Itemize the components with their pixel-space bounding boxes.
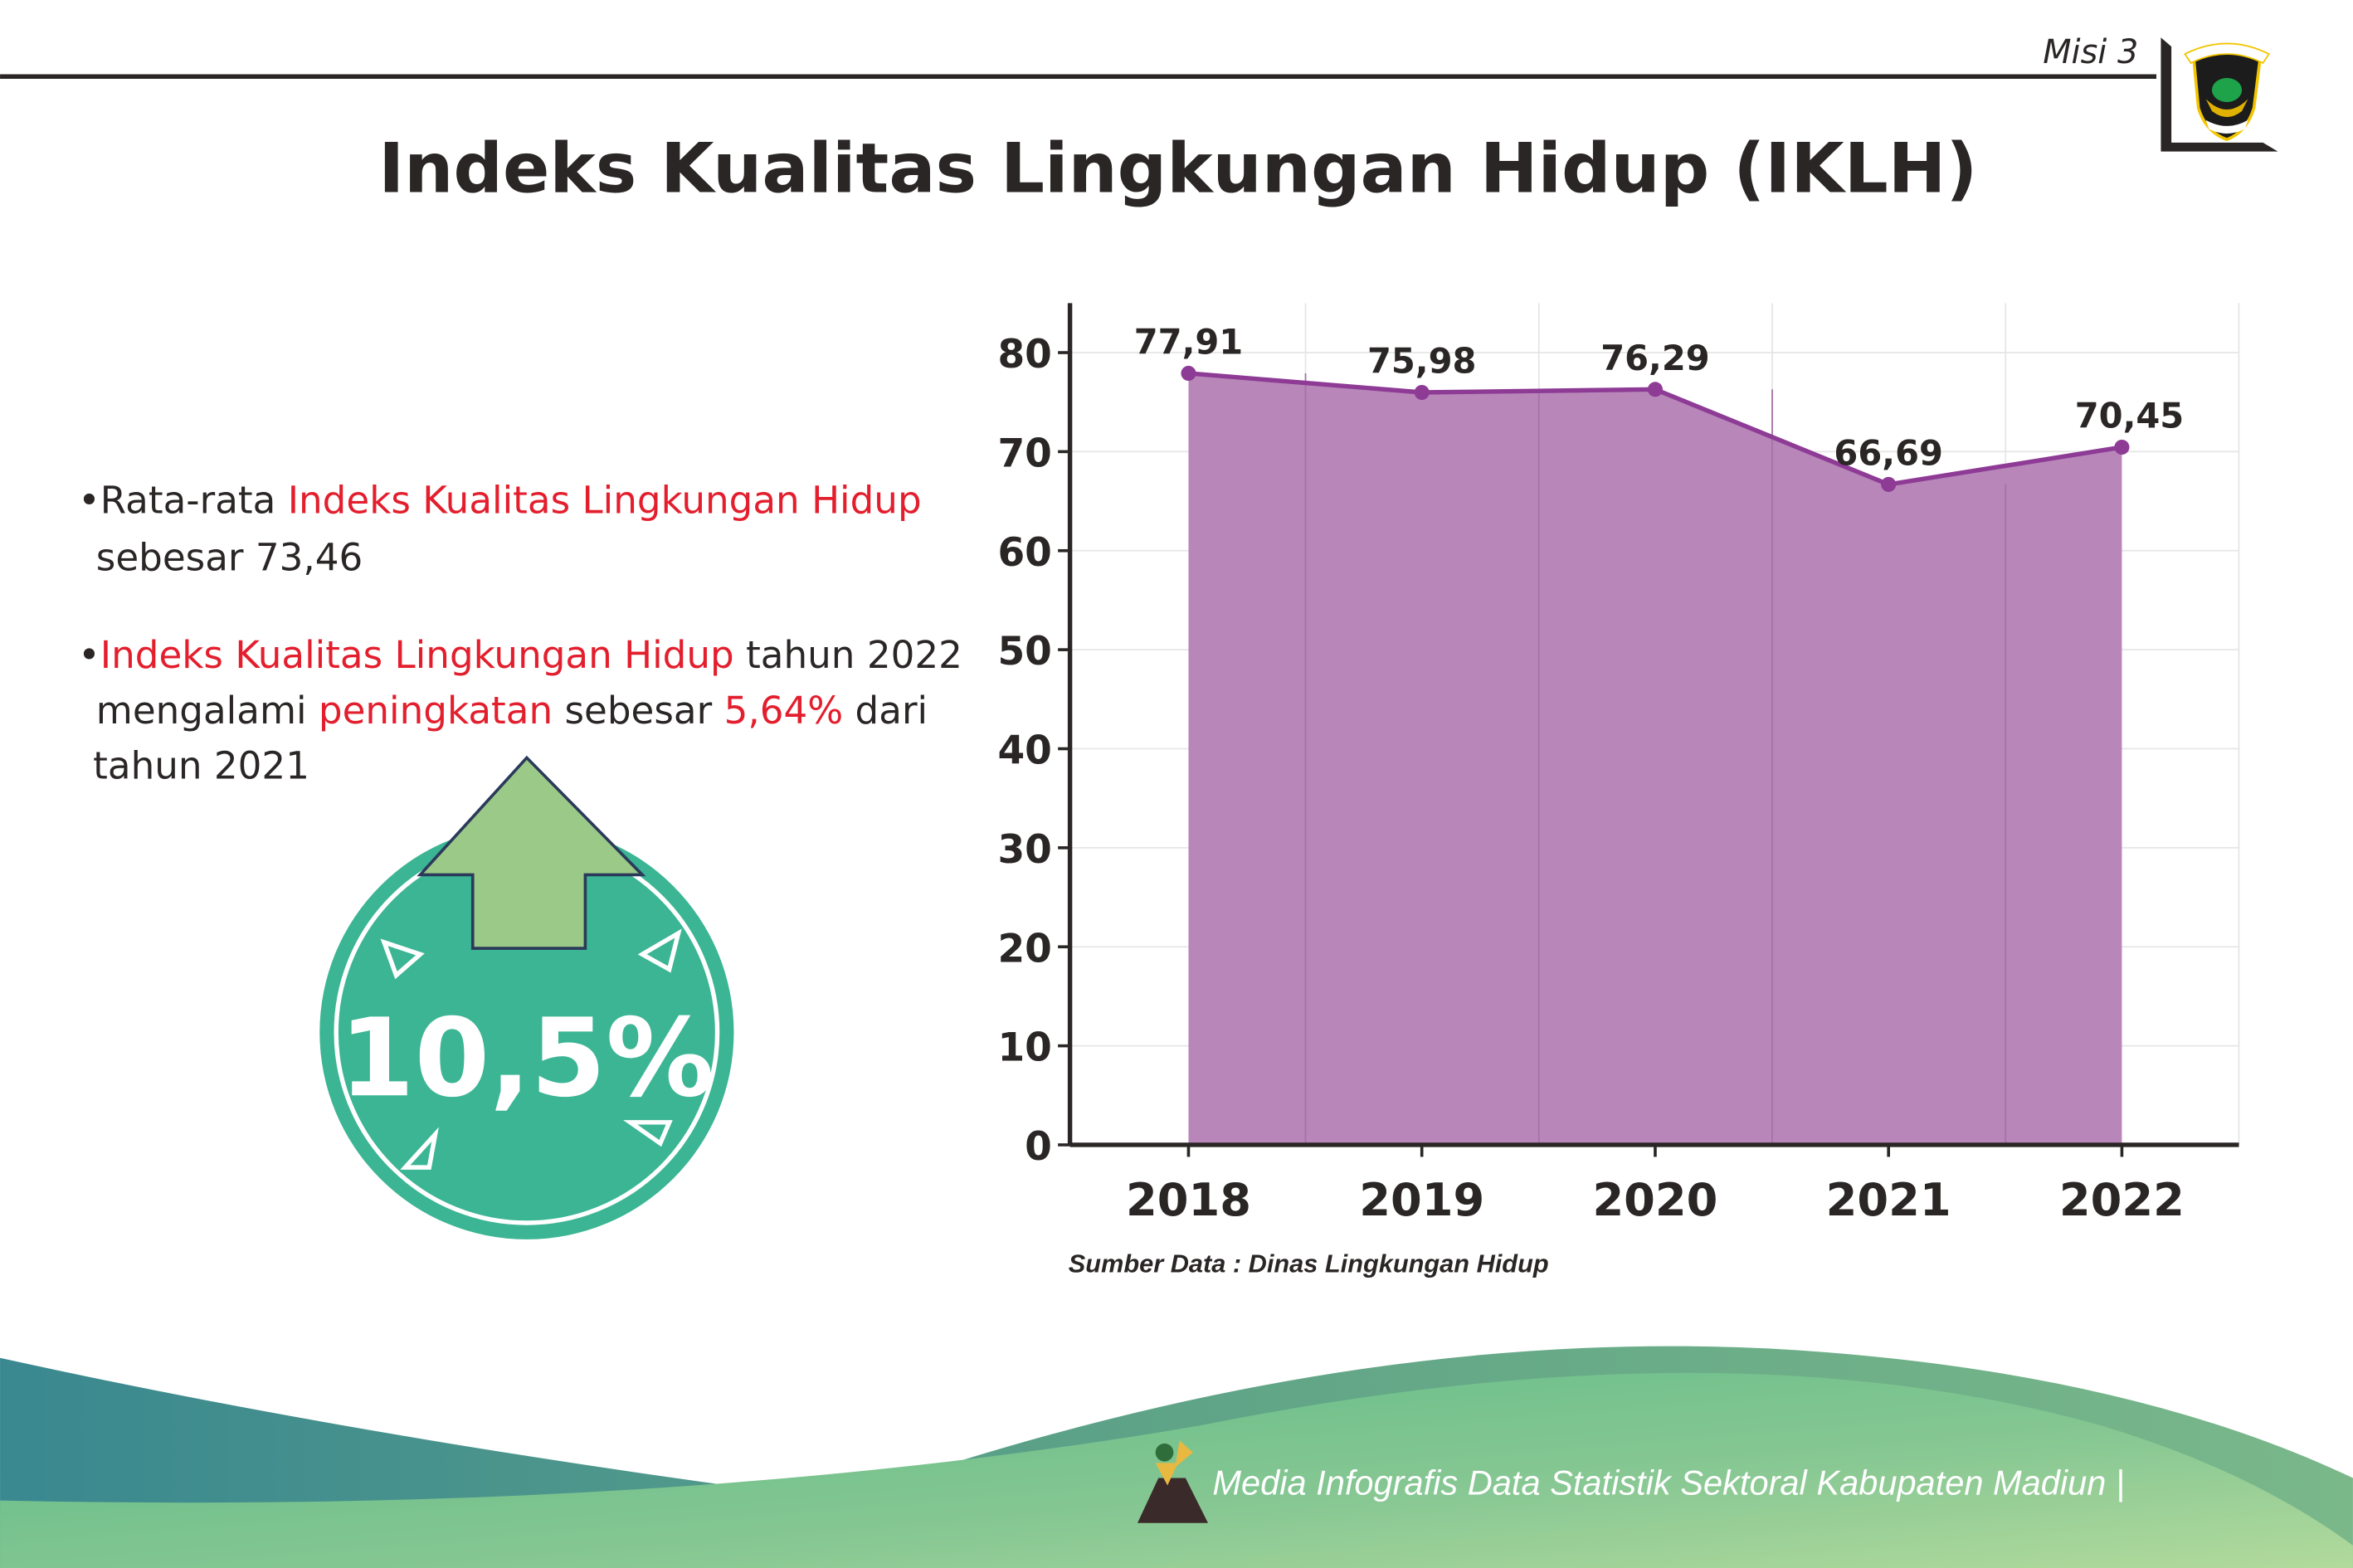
bullet-1-line-1: •Rata-rata Indeks Kualitas Lingkungan Hi…: [78, 479, 922, 523]
footer-wave: [0, 1346, 2353, 1568]
bullet-1-prefix: Rata-rata: [100, 479, 288, 523]
y-tick-label: 60: [997, 530, 1051, 576]
data-source: Sumber Data : Dinas Lingkungan Hidup: [1069, 1249, 1549, 1278]
bullet-2-text-4: dari: [843, 689, 928, 733]
area-fill: [1188, 373, 2122, 1145]
growth-badge: 10,5%: [319, 755, 734, 1239]
y-tick-label: 40: [997, 728, 1051, 774]
y-tick-label: 10: [997, 1025, 1051, 1071]
x-tick-label: 2019: [1359, 1174, 1484, 1226]
bullet-1-line-2: sebesar 73,46: [96, 535, 363, 579]
page-title: Indeks Kualitas Lingkungan Hidup (IKLH): [378, 129, 1977, 209]
y-tick-label: 80: [997, 332, 1051, 377]
mission-label: Misi 3: [2043, 33, 2138, 71]
bullet-2-highlight-3: 5,64%: [724, 689, 844, 733]
data-point: [1414, 384, 1430, 401]
bullet-2-line-1: •Indeks Kualitas Lingkungan Hidup tahun …: [78, 633, 962, 677]
data-point: [1647, 382, 1663, 397]
y-tick-label: 20: [997, 926, 1051, 971]
x-tick-label: 2021: [1826, 1174, 1951, 1226]
y-tick-label: 0: [1025, 1124, 1052, 1170]
y-tick-label: 50: [997, 629, 1051, 674]
x-tick-label: 2022: [2059, 1174, 2185, 1226]
data-point: [1181, 365, 1196, 382]
data-label: 76,29: [1600, 338, 1710, 378]
data-point: [1881, 476, 1897, 492]
bullet-2-line-3: tahun 2021: [93, 744, 309, 788]
x-tick-label: 2018: [1126, 1174, 1251, 1226]
kabupaten-madiun-logo: [2184, 42, 2270, 142]
bullet-2-text-3: sebesar: [553, 689, 723, 733]
bullet-2-line-2: mengalami peningkatan sebesar 5,64% dari: [96, 689, 928, 733]
y-tick-label: 70: [997, 431, 1051, 476]
data-label: 66,69: [1834, 432, 1943, 473]
bullet-dot: •: [78, 479, 100, 523]
sparkle-icons: [380, 928, 682, 1170]
x-tick-label: 2020: [1592, 1174, 1717, 1226]
badge-value: 10,5%: [339, 995, 714, 1121]
data-label: 70,45: [2075, 396, 2185, 436]
y-tick-label: 30: [997, 827, 1051, 873]
data-label: 75,98: [1367, 340, 1477, 381]
bullet-2-text-1: tahun 2022: [734, 633, 962, 677]
bullet-2-highlight-1: Indeks Kualitas Lingkungan Hidup: [100, 633, 734, 677]
footer-logo-icon: [1137, 1440, 1208, 1523]
bullet-2-text-2: mengalami: [96, 689, 319, 733]
bullet-1-highlight: Indeks Kualitas Lingkungan Hidup: [288, 479, 922, 523]
footer-text: Media Infografis Data Statistik Sektoral…: [1212, 1463, 2124, 1502]
bullet-dot: •: [78, 633, 100, 677]
summary-text: •Rata-rata Indeks Kualitas Lingkungan Hi…: [78, 479, 962, 788]
arrow-up-icon: [417, 755, 646, 950]
data-label: 77,91: [1134, 321, 1244, 362]
iklh-area-chart: 0 10 20 30 40 50 60 70 80 77,91 2018 75,98 2019 76,29…: [997, 303, 2240, 1226]
badge-circle: [319, 825, 734, 1239]
data-point: [2114, 439, 2130, 455]
bullet-2-highlight-2: peningkatan: [319, 689, 553, 733]
